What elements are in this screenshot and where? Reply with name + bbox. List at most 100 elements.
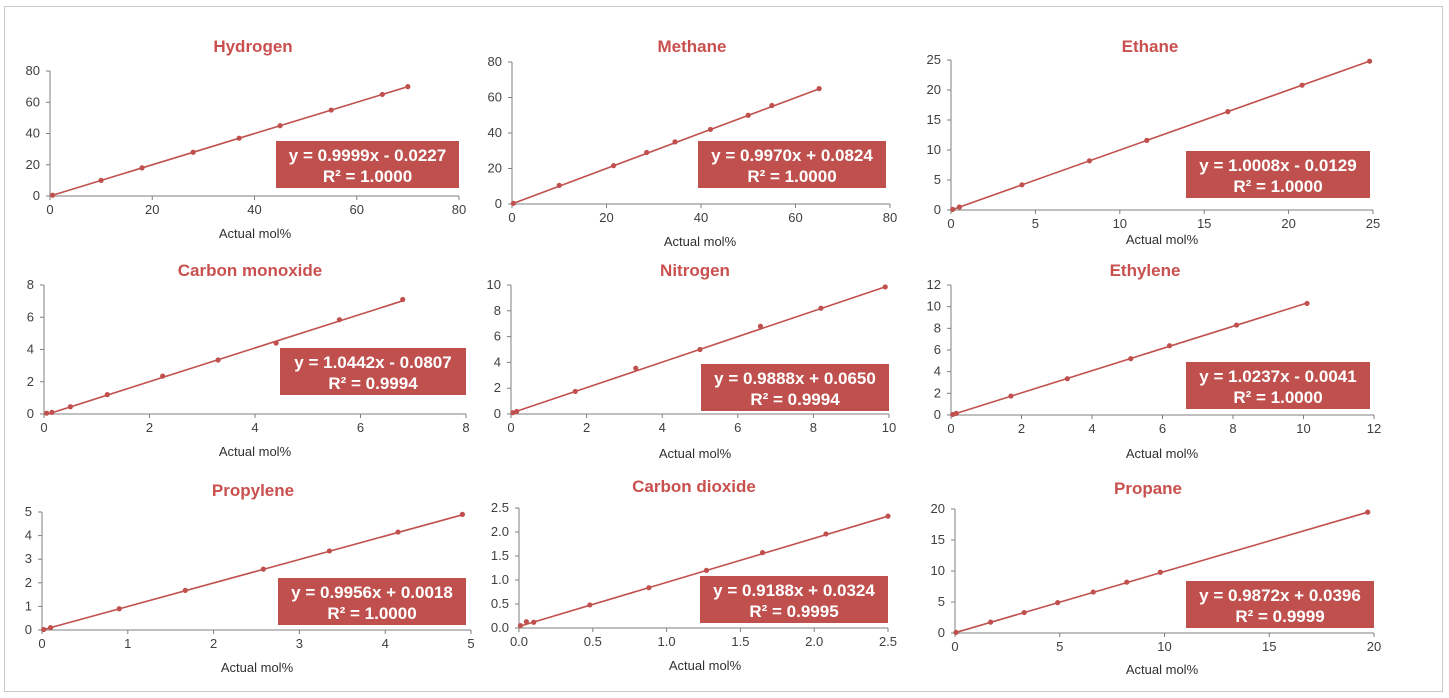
y-tick-label: 5 bbox=[25, 504, 32, 519]
data-point bbox=[523, 619, 529, 625]
x-tick-label: 80 bbox=[883, 210, 897, 225]
y-tick-label: 2 bbox=[934, 385, 941, 400]
y-tick-label: 40 bbox=[26, 126, 40, 141]
data-point bbox=[745, 112, 751, 118]
x-tick-label: 20 bbox=[1281, 216, 1295, 231]
data-point bbox=[988, 619, 994, 625]
x-tick-label: 4 bbox=[251, 420, 258, 435]
y-tick-label: 15 bbox=[931, 532, 945, 547]
x-tick-label: 4 bbox=[1088, 421, 1095, 436]
data-point bbox=[215, 357, 221, 363]
x-tick-label: 0 bbox=[508, 210, 515, 225]
y-tick-label: 20 bbox=[488, 161, 502, 176]
data-point bbox=[517, 623, 524, 629]
y-tick-label: 1.5 bbox=[491, 548, 509, 563]
chart-panel: Ethane 0 5 10 15 20 25 0 5 10 15 20 25 Actual mol% y =… bbox=[927, 37, 1381, 247]
x-tick-label: 6 bbox=[1159, 421, 1166, 436]
data-point bbox=[707, 126, 714, 133]
y-tick-label: 10 bbox=[487, 277, 501, 292]
data-point bbox=[956, 204, 963, 210]
y-tick-label: 8 bbox=[494, 303, 501, 318]
x-tick-label: 0 bbox=[46, 202, 53, 217]
x-tick-label: 10 bbox=[1296, 421, 1310, 436]
trendline bbox=[513, 88, 820, 205]
data-point bbox=[326, 548, 333, 554]
data-point bbox=[531, 619, 537, 625]
y-tick-label: 2 bbox=[494, 380, 501, 395]
chart-panel: Carbon dioxide 0.0 0.5 1.0 1.5 2.0 2.5 0.0 0.5 1.… bbox=[491, 477, 897, 673]
x-tick-label: 8 bbox=[810, 420, 817, 435]
x-tick-label: 10 bbox=[1113, 216, 1127, 231]
y-tick-label: 8 bbox=[934, 320, 941, 335]
x-tick-label: 0.5 bbox=[584, 634, 602, 649]
data-point bbox=[260, 566, 266, 572]
x-tick-label: 15 bbox=[1197, 216, 1211, 231]
y-tick-label: 25 bbox=[927, 52, 941, 67]
y-tick-label: 0 bbox=[33, 188, 40, 203]
equation-box bbox=[1186, 151, 1370, 198]
equation-box bbox=[280, 348, 466, 395]
data-point bbox=[633, 365, 639, 371]
trendline-equation: y = 0.9956x + 0.0018 bbox=[291, 583, 453, 602]
x-tick-label: 20 bbox=[599, 210, 613, 225]
y-tick-label: 80 bbox=[26, 63, 40, 78]
y-tick-label: 4 bbox=[934, 364, 941, 379]
chart-title: Propane bbox=[1114, 479, 1182, 498]
x-tick-label: 0 bbox=[947, 216, 954, 231]
x-tick-label: 5 bbox=[1032, 216, 1039, 231]
x-axis-label: Actual mol% bbox=[219, 226, 292, 241]
data-point bbox=[1225, 109, 1231, 115]
y-tick-label: 6 bbox=[27, 309, 34, 324]
x-tick-label: 4 bbox=[659, 420, 666, 435]
data-point bbox=[236, 135, 242, 141]
x-tick-label: 1.0 bbox=[658, 634, 676, 649]
x-tick-label: 10 bbox=[882, 420, 896, 435]
data-point bbox=[104, 392, 110, 398]
r-squared-value: R² = 0.9999 bbox=[1235, 607, 1324, 626]
x-tick-label: 80 bbox=[452, 202, 466, 217]
x-tick-label: 2.5 bbox=[879, 634, 897, 649]
r-squared-value: R² = 1.0000 bbox=[1233, 177, 1322, 196]
data-point bbox=[405, 84, 411, 90]
chart-panel: Propane 0 5 10 15 20 0 5 10 15 20 Actual mol% y = 0.… bbox=[931, 479, 1382, 677]
data-point bbox=[47, 625, 54, 631]
data-point bbox=[646, 585, 652, 591]
data-point bbox=[44, 410, 50, 416]
x-tick-label: 2 bbox=[146, 420, 153, 435]
equation-box bbox=[278, 578, 466, 625]
data-point bbox=[953, 410, 959, 416]
y-tick-label: 0 bbox=[27, 406, 34, 421]
data-point bbox=[703, 567, 710, 574]
data-point bbox=[672, 139, 678, 145]
data-point bbox=[116, 606, 122, 612]
x-tick-label: 1.5 bbox=[731, 634, 749, 649]
trendline-equation: y = 0.9999x - 0.0227 bbox=[289, 146, 446, 165]
chart-title: Carbon dioxide bbox=[632, 477, 756, 496]
x-axis-label: Actual mol% bbox=[669, 658, 742, 673]
x-tick-label: 20 bbox=[1367, 639, 1381, 654]
x-tick-label: 60 bbox=[350, 202, 364, 217]
r-squared-value: R² = 1.0000 bbox=[747, 167, 836, 186]
y-tick-label: 20 bbox=[26, 157, 40, 172]
data-point bbox=[1365, 509, 1371, 515]
r-squared-value: R² = 1.0000 bbox=[323, 167, 412, 186]
data-point bbox=[816, 86, 822, 92]
data-point bbox=[587, 602, 593, 608]
y-tick-label: 4 bbox=[27, 342, 34, 357]
data-point bbox=[1021, 609, 1027, 616]
x-tick-label: 40 bbox=[694, 210, 708, 225]
y-tick-label: 10 bbox=[931, 563, 945, 578]
trendline-equation: y = 1.0008x - 0.0129 bbox=[1199, 156, 1356, 175]
x-tick-label: 0 bbox=[38, 636, 45, 651]
x-tick-label: 1 bbox=[124, 636, 131, 651]
data-point bbox=[277, 123, 283, 129]
x-tick-label: 5 bbox=[467, 636, 474, 651]
data-point bbox=[757, 323, 764, 329]
r-squared-value: R² = 1.0000 bbox=[327, 604, 416, 623]
equation-box bbox=[1186, 362, 1370, 409]
y-tick-label: 2.5 bbox=[491, 500, 509, 515]
data-point bbox=[41, 626, 47, 633]
chart-panel: Carbon monoxide 0 2 4 6 8 0 2 4 6 8 Actual mol% y = … bbox=[27, 261, 470, 459]
figure-frame bbox=[4, 6, 1443, 692]
y-tick-label: 0.5 bbox=[491, 596, 509, 611]
